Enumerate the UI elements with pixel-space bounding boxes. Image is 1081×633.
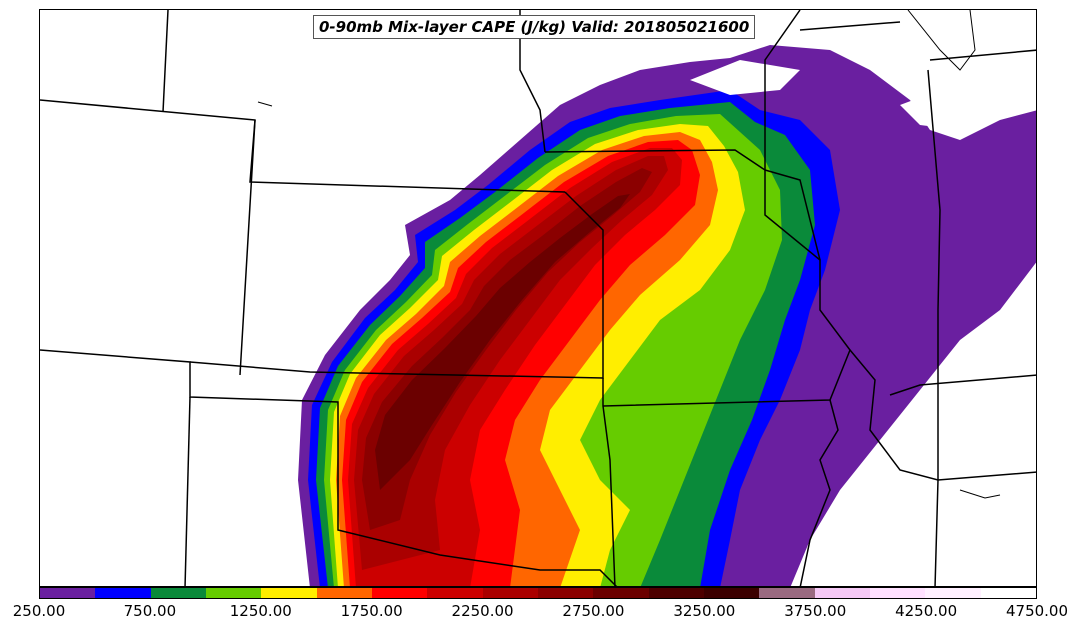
colorbar-swatch	[95, 588, 151, 598]
colorbar-tick-label: 2750.00	[562, 602, 625, 620]
colorbar-swatch	[150, 588, 206, 598]
colorbar-swatch	[371, 588, 428, 598]
colorbar-tick-label: 4750.00	[1005, 602, 1069, 620]
colorbar-swatch	[869, 588, 926, 598]
colorbar-swatch	[427, 588, 483, 598]
coastline-lakes	[257, 10, 1001, 499]
colorbar-tick-label: 2250.00	[451, 602, 514, 620]
state-boundaries	[40, 10, 1036, 586]
colorbar-tick-label: 4250.00	[895, 602, 958, 620]
colorbar-swatch	[537, 588, 594, 598]
colorbar-swatch	[593, 588, 649, 598]
colorbar-swatch	[648, 588, 704, 598]
map-panel	[39, 9, 1037, 587]
colorbar	[39, 587, 1037, 599]
colorbar-tick-label: 750.00	[123, 602, 177, 620]
colorbar-tick-label: 1750.00	[340, 602, 403, 620]
colorbar-swatch	[980, 588, 1036, 598]
cape-band-3000	[375, 194, 630, 490]
colorbar-swatch	[482, 588, 538, 598]
colorbar-tick-labels: 250.00 750.00 1250.00 1750.00 2250.00 2750.00…	[0, 602, 1081, 624]
map-title: 0-90mb Mix-layer CAPE (J/kg) Valid: 2018…	[313, 15, 756, 39]
colorbar-swatch	[925, 588, 981, 598]
colorbar-tick-label: 1250.00	[229, 602, 292, 620]
cape-map	[40, 10, 1036, 586]
colorbar-swatch	[703, 588, 760, 598]
colorbar-swatch	[316, 588, 372, 598]
colorbar-swatch	[205, 588, 262, 598]
colorbar-tick-label: 3750.00	[784, 602, 847, 620]
colorbar-swatch	[261, 588, 317, 598]
cape-band-2500	[354, 156, 668, 570]
colorbar-swatch	[40, 588, 96, 598]
colorbar-tick-label: 3250.00	[673, 602, 736, 620]
cape-band-2750	[362, 168, 652, 530]
colorbar-swatch	[759, 588, 815, 598]
colorbar-tick-label: 250.00	[12, 602, 66, 620]
colorbar-swatch	[814, 588, 870, 598]
